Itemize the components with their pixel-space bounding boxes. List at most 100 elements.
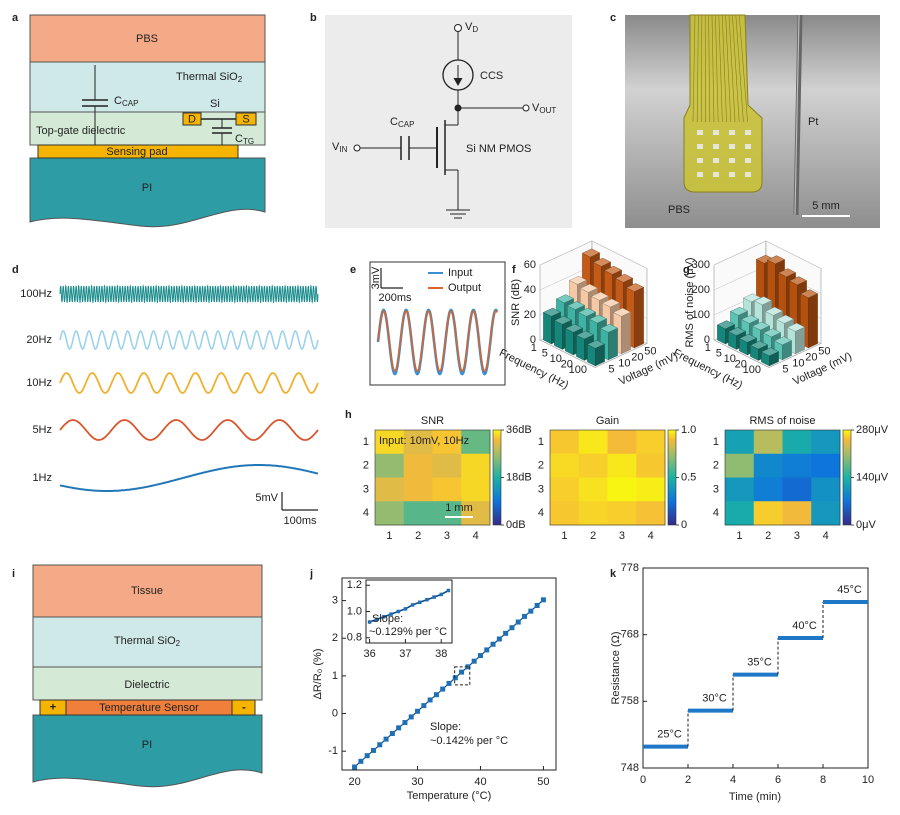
col-label: 3: [619, 530, 625, 542]
terminal-label: -: [242, 701, 246, 713]
x-tick-label: 38: [435, 648, 447, 660]
col-label: 3: [794, 530, 800, 542]
heat-cell: [550, 478, 579, 502]
colorbar-label: 36dB: [506, 424, 532, 436]
axis-label: RMS of noise (μV): [684, 257, 696, 347]
axis-label: Time (min): [729, 791, 781, 803]
x-tick-label: 100: [569, 364, 587, 376]
bar-face: [565, 328, 573, 355]
y-tick-label: 748: [621, 762, 639, 774]
y-tick-label: 778: [621, 562, 639, 574]
annotation: Slope:: [372, 613, 403, 625]
axis-label: ΔR/R₀ (%): [312, 648, 324, 699]
waveform: [60, 373, 318, 393]
x-tick-label: 40: [474, 776, 486, 788]
point: [418, 601, 422, 605]
scale-label: 3mV: [370, 266, 382, 289]
col-label: 1: [386, 530, 392, 542]
terminal-label-sub: IN: [339, 145, 347, 154]
point: [516, 620, 521, 625]
capacitor-label-sub: TG: [243, 137, 254, 146]
heat-cell: [811, 454, 840, 478]
point: [352, 764, 357, 769]
col-label: 2: [415, 530, 421, 542]
panel-label: h: [345, 409, 352, 421]
row-label: 3: [363, 483, 369, 495]
heat-cell: [754, 430, 783, 454]
heat-cell: [811, 478, 840, 502]
x-tick-label: 10: [862, 774, 874, 786]
waveform: [60, 331, 318, 349]
bar: [587, 340, 604, 366]
y-tick-label: 50: [644, 345, 656, 357]
point: [390, 731, 395, 736]
axis-label: SNR (dB): [510, 279, 522, 326]
bar-side: [634, 287, 643, 348]
electrode: [697, 144, 703, 149]
scale-label: 1 mm: [445, 502, 473, 514]
capacitor-label-sub: CAP: [122, 99, 138, 108]
electrode: [729, 144, 735, 149]
point: [440, 593, 444, 597]
point: [396, 725, 401, 730]
row-label: 1: [713, 436, 719, 448]
point: [484, 647, 489, 652]
layer-label: PBS: [136, 33, 158, 45]
z-tick-label: 20: [524, 309, 536, 321]
y-tick-label: 1: [332, 670, 338, 682]
electrode: [745, 144, 751, 149]
row-label: 2: [538, 460, 544, 472]
row-label: 1: [363, 436, 369, 448]
transistor-label: Si NM PMOS: [466, 143, 531, 155]
signal-label: 5Hz: [32, 424, 52, 436]
heat-cell: [433, 454, 462, 478]
bar-side: [795, 327, 804, 354]
bar-face: [543, 312, 551, 344]
electrode: [713, 158, 719, 163]
axis-label: Resistance (Ω): [610, 631, 622, 704]
heat-cell: [608, 478, 637, 502]
point: [421, 703, 426, 708]
colorbar: [668, 430, 676, 525]
axis-label: Temperature (°C): [407, 790, 491, 802]
bar-side: [608, 328, 617, 360]
layer-label: Tissue: [131, 585, 163, 597]
point: [528, 609, 533, 614]
y-tick-label: 10: [618, 357, 630, 369]
heat-cell: [608, 454, 637, 478]
colorbar-label: 1.0: [681, 424, 696, 436]
point: [522, 614, 527, 619]
panel-label: e: [350, 264, 356, 276]
heat-cell: [608, 501, 637, 525]
heat-cell: [725, 430, 754, 454]
si-label: Si: [210, 98, 220, 110]
waveform: [60, 420, 318, 440]
x-tick-label: 0: [640, 774, 646, 786]
panel-label: b: [310, 12, 317, 24]
scale-label: 200ms: [378, 292, 412, 304]
drain-label: D: [188, 113, 196, 125]
electrode: [745, 130, 751, 135]
colorbar: [843, 430, 851, 525]
annotation: 30°C: [702, 693, 727, 705]
heat-cell: [608, 430, 637, 454]
layer-label: PI: [142, 182, 152, 194]
point: [459, 670, 464, 675]
x-tick-label: 1: [531, 342, 537, 354]
heat-cell: [783, 501, 812, 525]
heat-cell: [550, 430, 579, 454]
point: [368, 620, 372, 624]
heat-cell: [754, 478, 783, 502]
y-tick-label: 1.0: [347, 605, 362, 617]
col-label: 2: [765, 530, 771, 542]
row-label: 2: [713, 460, 719, 472]
point: [384, 737, 389, 742]
electrode: [729, 172, 735, 177]
x-tick-label: 5: [716, 348, 722, 360]
colorbar-label: 0μV: [856, 519, 876, 531]
heat-cell: [754, 454, 783, 478]
row-label: 4: [363, 507, 369, 519]
y-tick-label: 1.2: [347, 579, 362, 591]
point: [415, 709, 420, 714]
